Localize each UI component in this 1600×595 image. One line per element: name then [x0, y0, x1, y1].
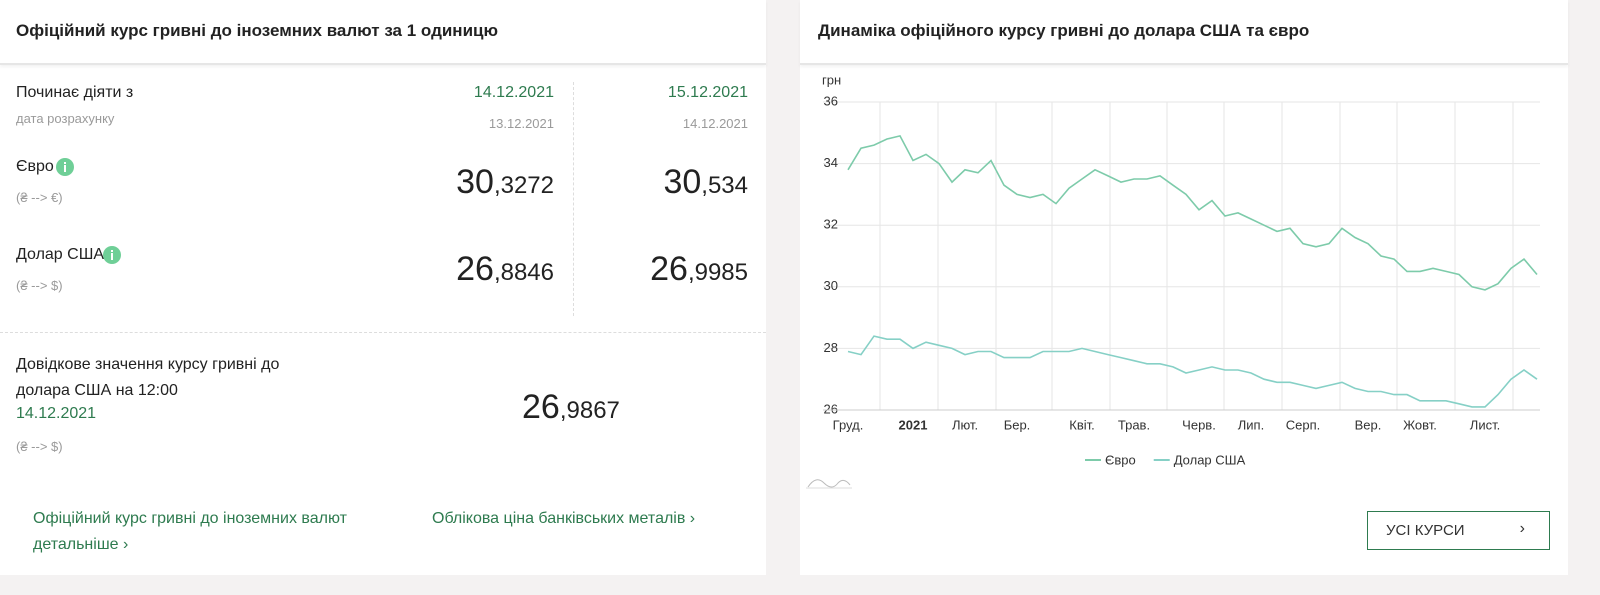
line-series: [847, 335, 1538, 408]
section-divider: [0, 332, 766, 333]
link[interactable]: Облікова ціна банківських металів ›: [432, 510, 696, 527]
currency-name: Долар США: [16, 246, 105, 263]
start-label: Починає діяти з: [16, 84, 134, 101]
rates-header: Офіційний курс гривні до іноземних валют…: [0, 0, 766, 65]
navigator-icon: [807, 479, 851, 488]
rate: 30,534: [663, 163, 748, 201]
x-tick-label: Лист.: [1470, 417, 1500, 432]
date: 14.12.2021: [473, 84, 554, 101]
chart-title: Динаміка офіційного курсу гривні до дола…: [818, 21, 1310, 40]
column-divider: [573, 82, 574, 316]
x-tick-label: Трав.: [1118, 417, 1150, 432]
rates-card: Офіційний курс гривні до іноземних валют…: [0, 0, 766, 575]
rate: 26,8846: [456, 250, 554, 288]
button-label[interactable]: УСІ КУРСИ: [1386, 522, 1465, 539]
currency-name: Євро: [16, 158, 54, 175]
y-axis-label: грн: [822, 72, 841, 87]
rate: 30,3272: [456, 163, 554, 201]
info-icon[interactable]: [102, 245, 122, 265]
calc-label: дата розрахунку: [16, 111, 115, 126]
x-tick-label: Жовт.: [1403, 417, 1437, 432]
reference-date: 14.12.2021: [16, 405, 97, 422]
all-rates-button[interactable]: УСІ КУРСИ ›: [1367, 511, 1550, 550]
legend-label: Євро: [1105, 452, 1136, 467]
x-tick-label: Вер.: [1355, 417, 1382, 432]
x-tick-label: 2021: [899, 417, 928, 432]
x-tick-label: Черв.: [1182, 417, 1216, 432]
currency-note: (₴ --> €): [16, 190, 63, 205]
button-arrow: ›: [1519, 520, 1525, 537]
currency-note: (₴ --> $): [16, 278, 63, 293]
x-tick-label: Лип.: [1238, 417, 1264, 432]
rates-title: Офіційний курс гривні до іноземних валют…: [16, 21, 498, 40]
y-tick-label: 36: [824, 93, 838, 108]
rate: 26,9867: [522, 388, 620, 426]
reference-text: Довідкове значення курсу гривні до долар…: [16, 356, 280, 399]
info-icon[interactable]: [55, 157, 75, 177]
chart-header: Динаміка офіційного курсу гривні до дола…: [800, 0, 1568, 65]
calc-date: 13.12.2021: [488, 116, 554, 131]
line-series: [847, 134, 1538, 291]
rate: 26,9985: [650, 250, 748, 288]
link-text[interactable]: Офіційний курс гривні до іноземних валют…: [33, 510, 347, 553]
chart-card: Динаміка офіційного курсу гривні до дола…: [800, 0, 1568, 575]
x-tick-label: Груд.: [833, 417, 864, 432]
calc-date: 14.12.2021: [682, 116, 748, 131]
chart: грн 26 28 30 32 34 36 Груд. 2021 Лют. Бер. Квіт. Тр…: [806, 72, 1540, 489]
date: 15.12.2021: [667, 84, 748, 101]
reference-note: (₴ --> $): [16, 439, 63, 454]
y-tick-label: 32: [824, 217, 838, 232]
x-tick-label: Серп.: [1286, 417, 1321, 432]
y-tick-label: 26: [824, 401, 838, 416]
y-tick-label: 30: [824, 278, 838, 293]
y-tick-label: 34: [824, 155, 838, 170]
x-tick-label: Лют.: [952, 417, 978, 432]
x-tick-label: Квіт.: [1069, 417, 1095, 432]
x-tick-label: Бер.: [1004, 417, 1031, 432]
legend-label: Долар США: [1174, 452, 1246, 467]
link[interactable]: Офіційний курс гривні до іноземних валют…: [33, 510, 347, 553]
link-text[interactable]: Облікова ціна банківських металів: [432, 510, 686, 527]
y-tick-label: 28: [824, 340, 838, 355]
